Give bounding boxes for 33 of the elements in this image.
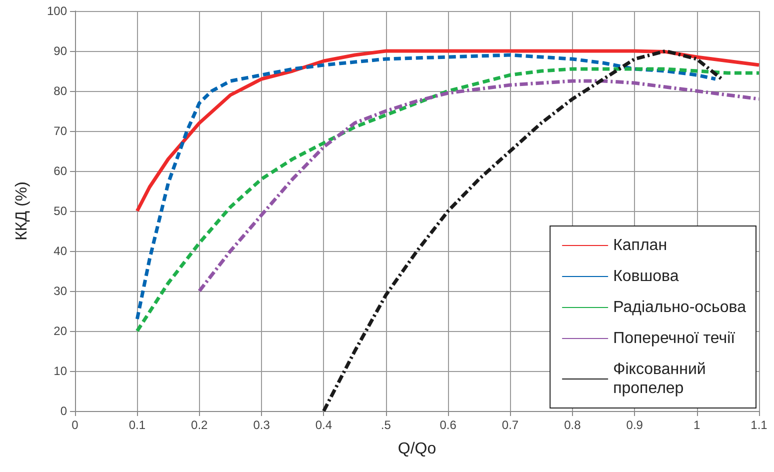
x-axis-title: Q/Qo [398,440,436,458]
y-tick-label: 50 [54,204,68,218]
y-tick-label: 10 [54,364,68,378]
y-tick-label: 90 [54,44,68,58]
legend-label: Поперечної течії [613,330,736,347]
x-tick-label: 0.1 [128,418,146,432]
y-tick-label: 0 [60,404,68,418]
legend-label: Каплан [613,237,668,254]
line-series [135,67,761,333]
line-series [198,79,761,293]
x-tick-label: 0.3 [253,418,270,432]
x-tick-label: 0 [72,418,79,432]
x-tick-label: 0.9 [626,418,644,432]
legend-label: Фіксованний пропелер [613,361,706,397]
x-tick-label: 0.4 [315,418,332,432]
x-tick-label: 1.1 [750,418,768,432]
x-tick-label: 0.2 [191,418,208,432]
y-tick-label: 30 [54,284,68,298]
legend-label: Радіально-осьова [613,299,746,316]
y-tick-label: 70 [54,124,68,138]
y-tick-label: 100 [46,4,68,18]
x-tick-label: 0.7 [502,418,519,432]
x-tick-label: .5 [380,418,392,432]
y-tick-label: 40 [54,244,68,258]
line-series [135,49,761,213]
x-tick-label: 0.8 [564,418,582,432]
y-tick-label: 60 [54,164,68,178]
legend-label: Ковшова [613,268,679,285]
x-tick-label: 1 [693,418,700,432]
y-tick-label: 80 [54,84,68,98]
y-tick-label: 20 [54,324,68,338]
y-axis-title: ККД (%) [14,182,30,240]
x-tick-label: 0.6 [440,418,457,432]
